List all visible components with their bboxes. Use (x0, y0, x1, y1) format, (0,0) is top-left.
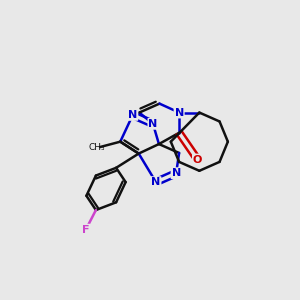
Text: CH₃: CH₃ (88, 143, 105, 152)
Text: F: F (82, 225, 89, 235)
Text: N: N (151, 177, 160, 187)
Text: O: O (193, 154, 202, 164)
Text: N: N (175, 108, 184, 118)
Text: N: N (172, 168, 181, 178)
Text: N: N (128, 110, 137, 120)
Text: N: N (148, 119, 158, 129)
